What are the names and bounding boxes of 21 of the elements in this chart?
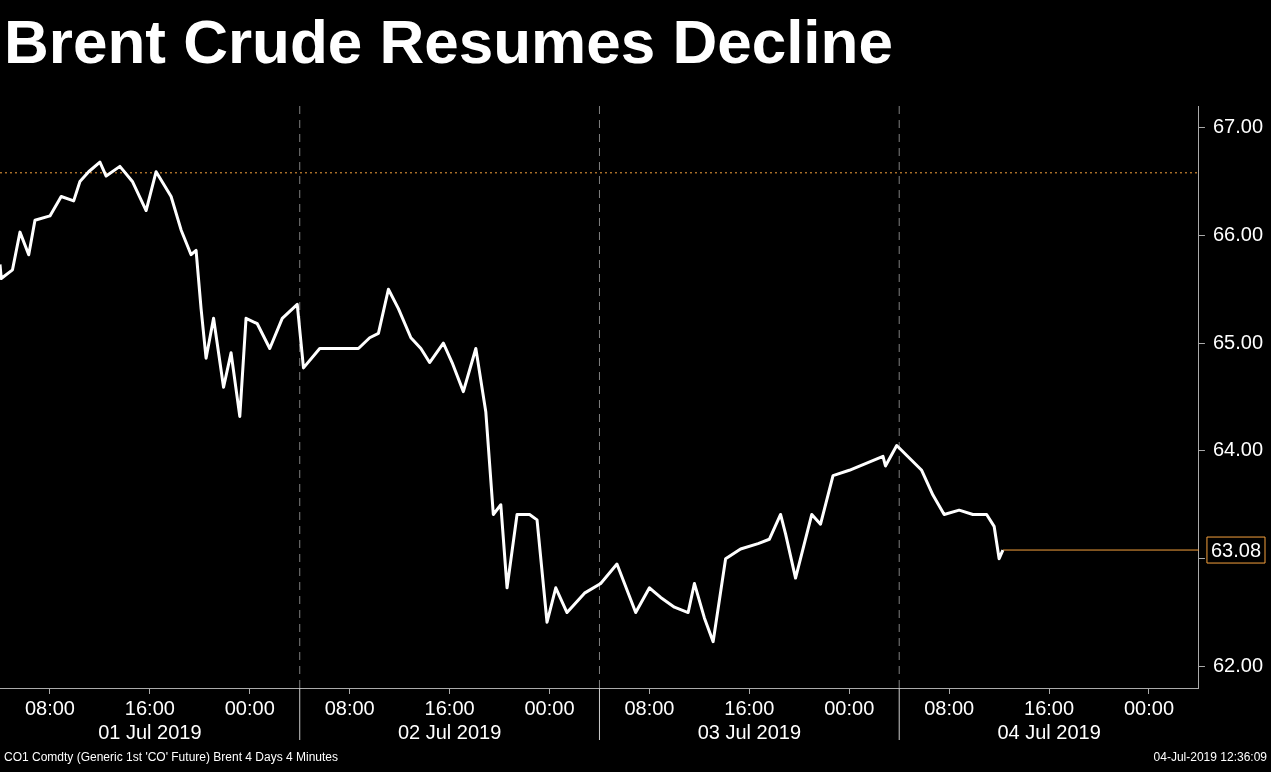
x-tick-label: 08:00 bbox=[624, 696, 675, 719]
x-tick-label: 16:00 02 Jul 2019 bbox=[397, 696, 502, 743]
x-tick-label: 00:00 bbox=[824, 696, 875, 719]
x-tick-label: 16:00 01 Jul 2019 bbox=[98, 696, 202, 743]
x-tick-label: 00:00 bbox=[1123, 696, 1175, 719]
text: 04-Jul-2019 12:36:09 bbox=[1153, 750, 1267, 764]
x-tick-label: 00:00 bbox=[224, 696, 275, 719]
x-tick-label: 16:00 03 Jul 2019 bbox=[697, 696, 802, 743]
chart-title: Brent Crude Resumes Decline bbox=[3, 6, 894, 78]
text: CO1 Comdty (Generic 1st 'CO' Future) Brent 4 Days 4 Minutes bbox=[4, 750, 339, 764]
y-tick-label: 66.00 bbox=[1212, 222, 1264, 245]
x-tick-label: 16:00 04 Jul 2019 bbox=[997, 696, 1101, 743]
x-tick-label: 00:00 bbox=[524, 696, 575, 719]
y-tick-label: 64.00 bbox=[1212, 438, 1264, 461]
y-tick-label: 62.00 bbox=[1212, 653, 1264, 676]
x-tick-label: 08:00 bbox=[324, 696, 375, 719]
y-tick-label: 65.00 bbox=[1212, 330, 1264, 353]
ref-line-label: 63.08 bbox=[1210, 538, 1262, 561]
y-tick-label: 67.00 bbox=[1212, 115, 1264, 138]
x-tick-label: 08:00 bbox=[924, 696, 975, 719]
x-tick-label: 08:00 bbox=[24, 696, 75, 719]
